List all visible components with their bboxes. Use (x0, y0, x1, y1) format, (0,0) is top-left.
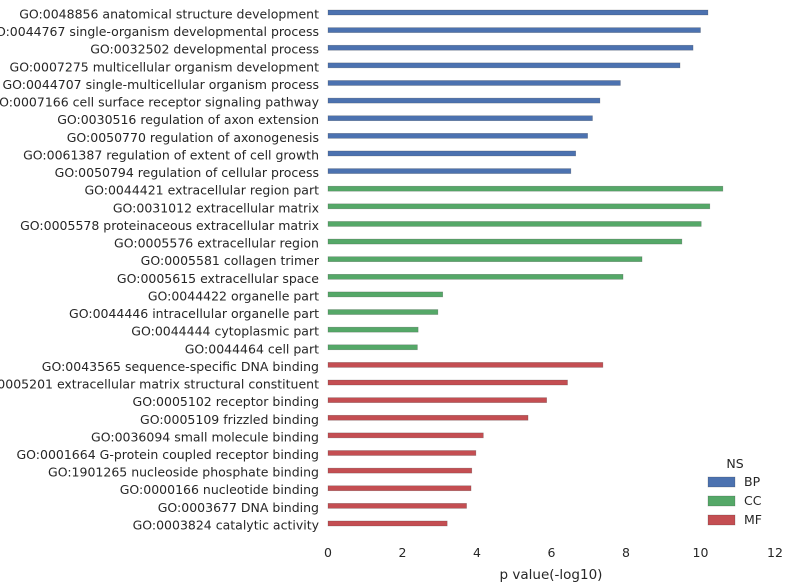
category-label: GO:0005615 extracellular space (117, 271, 319, 286)
bar (327, 97, 601, 104)
x-tick-label: 8 (622, 545, 630, 560)
x-tick-label: 6 (548, 545, 556, 560)
bar (327, 397, 547, 403)
bar (327, 503, 467, 509)
category-label: GO:0005578 proteinaceous extracellular m… (20, 218, 319, 233)
bar (327, 467, 473, 474)
category-label: GO:0001664 G-protein coupled receptor bi… (16, 447, 319, 462)
bar (327, 44, 694, 51)
legend: NS BP CC MF (707, 456, 762, 527)
category-label: GO:0005201 extracellular matrix structur… (0, 377, 319, 392)
x-tick-label: 4 (473, 545, 481, 560)
bar (327, 432, 484, 439)
category-label: GO:0043565 sequence-specific DNA binding (42, 359, 319, 374)
category-label: GO:0005102 receptor binding (133, 394, 319, 409)
category-label: GO:0003677 DNA binding (158, 500, 319, 515)
bar (327, 168, 572, 174)
x-tick-label: 10 (693, 545, 709, 560)
category-label: GO:0032502 developmental process (90, 42, 319, 57)
bar (327, 344, 418, 351)
bar (327, 150, 577, 157)
category-label: GO:0044421 extracellular region part (84, 183, 319, 198)
category-label: GO:0061387 regulation of extent of cell … (23, 147, 319, 162)
bar (327, 238, 683, 245)
category-labels: GO:0048856 anatomical structure developm… (0, 7, 320, 533)
category-label: GO:0007166 cell surface receptor signali… (0, 95, 320, 110)
category-label: GO:0030516 regulation of axon extension (57, 112, 319, 127)
bar (327, 450, 477, 456)
category-label: GO:0050794 regulation of cellular proces… (55, 165, 319, 180)
bar (327, 9, 709, 16)
legend-title: NS (726, 456, 743, 471)
category-label: GO:0044446 intracellular organelle part (69, 306, 319, 321)
bar (327, 80, 621, 86)
bar (327, 115, 593, 122)
category-label: GO:0050770 regulation of axonogenesis (67, 130, 319, 145)
category-label: GO:0048856 anatomical structure developm… (19, 7, 319, 22)
category-label: GO:0003824 catalytic activity (133, 517, 320, 532)
legend-swatch (707, 514, 736, 526)
category-label: GO:0044422 organelle part (148, 288, 319, 303)
legend-label: CC (744, 493, 762, 508)
x-tick-label: 2 (399, 545, 407, 560)
bar (327, 62, 681, 69)
category-label: GO:1901265 nucleoside phosphate binding (48, 465, 319, 480)
category-label: GO:0007275 multicellular organism develo… (10, 59, 320, 74)
legend-label: MF (744, 512, 762, 527)
bar (327, 273, 624, 280)
category-label: GO:0044767 single-organism developmental… (0, 24, 319, 39)
category-label: GO:0044444 cytoplasmic part (131, 324, 319, 339)
bar (327, 414, 529, 421)
x-axis-ticks: 0 2 4 6 8 10 12 (324, 545, 783, 560)
category-label: GO:0044464 cell part (185, 341, 319, 356)
bar (327, 326, 419, 333)
category-label: GO:0031012 extracellular matrix (113, 200, 319, 215)
category-label: GO:0036094 small molecule binding (91, 429, 319, 444)
x-tick-label: 0 (324, 545, 332, 560)
bar (327, 221, 702, 227)
bar (327, 203, 711, 210)
bar (327, 185, 724, 192)
legend-swatch (707, 495, 736, 507)
legend-label: BP (744, 474, 761, 489)
legend-swatch (707, 476, 736, 488)
x-tick-label: 12 (767, 545, 783, 560)
bar (327, 485, 472, 492)
category-label: GO:0005109 frizzled binding (140, 412, 319, 427)
category-label: GO:0000166 nucleotide binding (120, 482, 319, 497)
bar (327, 520, 448, 527)
bar (327, 27, 701, 33)
bar (327, 362, 604, 368)
bar (327, 309, 439, 315)
x-axis-label: p value(-log10) (500, 567, 603, 583)
bar (327, 379, 568, 386)
bar (327, 291, 444, 298)
legend-entries: BP CC MF (707, 474, 762, 527)
bar (327, 133, 588, 139)
category-label: GO:0005581 collagen trimer (141, 253, 320, 268)
category-label: GO:0005576 extracellular region (114, 236, 319, 251)
bars-layer (327, 9, 724, 527)
bar (327, 256, 643, 262)
category-label: GO:0044707 single-multicellular organism… (2, 77, 319, 92)
